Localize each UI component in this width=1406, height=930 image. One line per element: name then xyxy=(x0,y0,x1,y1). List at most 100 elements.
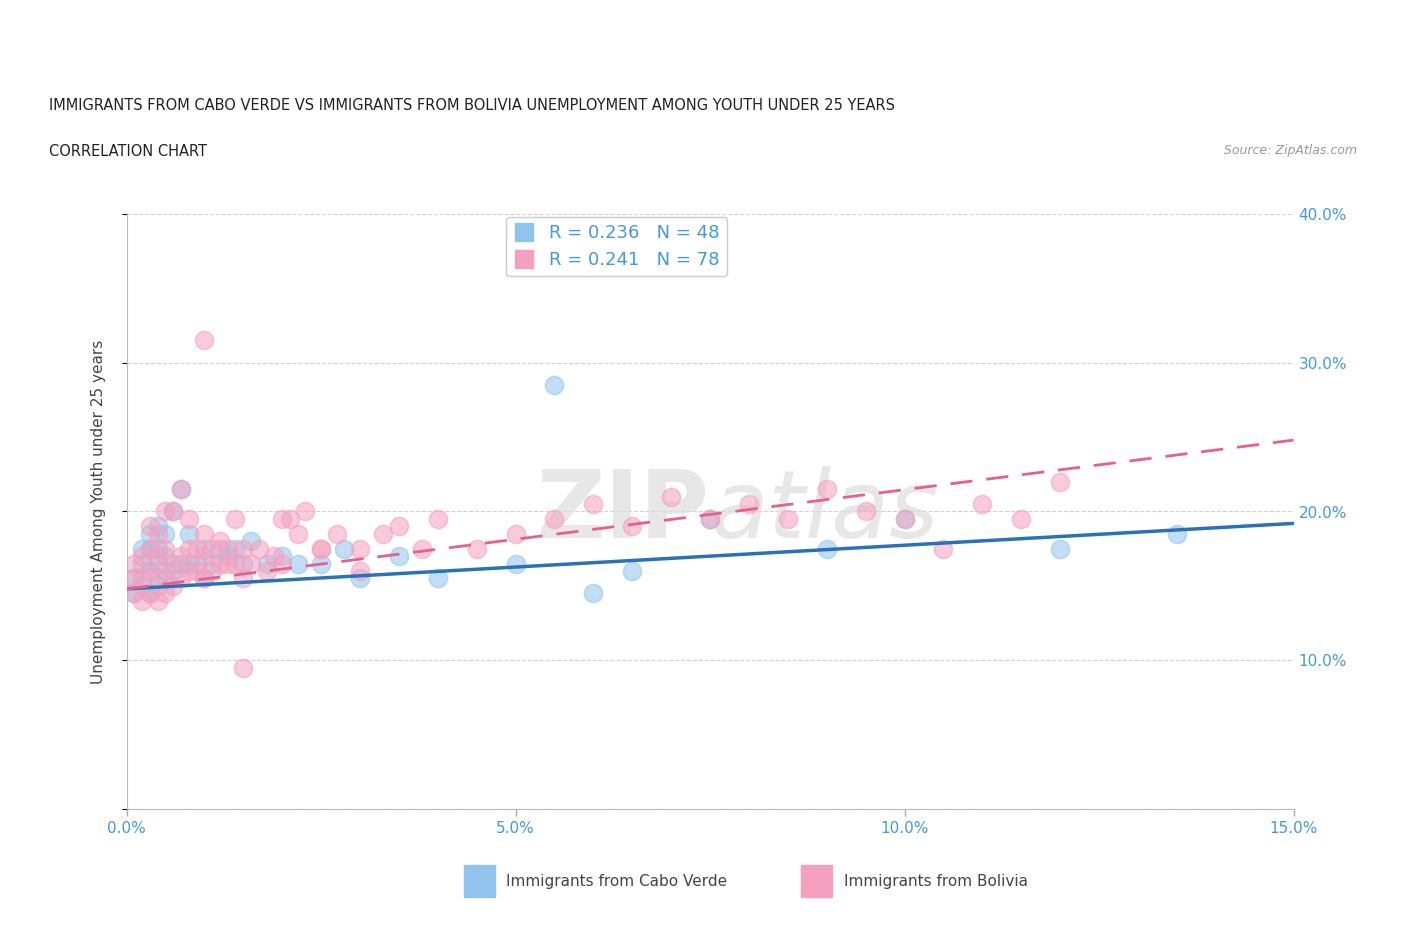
Point xyxy=(893,512,915,526)
Text: Source: ZipAtlas.com: Source: ZipAtlas.com xyxy=(1223,144,1357,157)
Point xyxy=(271,556,294,571)
Point xyxy=(146,541,169,556)
Point xyxy=(124,571,146,586)
Point xyxy=(349,571,371,586)
Point xyxy=(146,578,169,593)
Point xyxy=(170,571,193,586)
Point xyxy=(139,526,162,541)
Point xyxy=(201,564,224,578)
Point xyxy=(232,541,254,556)
Point xyxy=(855,504,877,519)
Point xyxy=(621,519,644,534)
Point xyxy=(177,556,200,571)
Point xyxy=(193,526,215,541)
Point xyxy=(373,526,395,541)
Point xyxy=(155,504,177,519)
Point xyxy=(699,512,721,526)
Point xyxy=(170,556,193,571)
Point xyxy=(426,512,449,526)
Point xyxy=(193,333,215,348)
Point xyxy=(217,556,239,571)
Point xyxy=(256,564,278,578)
Point xyxy=(146,556,169,571)
Point xyxy=(217,549,239,564)
Point xyxy=(124,571,146,586)
Point xyxy=(287,556,309,571)
Bar xyxy=(801,865,832,897)
Text: ZIP: ZIP xyxy=(537,466,710,557)
Point xyxy=(162,556,184,571)
Point xyxy=(278,512,301,526)
Point xyxy=(411,541,433,556)
Point xyxy=(170,549,193,564)
Point xyxy=(146,593,169,608)
Point xyxy=(146,519,169,534)
Point xyxy=(139,564,162,578)
Point xyxy=(247,541,270,556)
Point xyxy=(177,541,200,556)
Point xyxy=(333,541,356,556)
Point xyxy=(232,556,254,571)
Point xyxy=(309,556,332,571)
Point xyxy=(139,519,162,534)
Point xyxy=(1166,526,1188,541)
Point xyxy=(893,512,915,526)
Point xyxy=(505,556,527,571)
Point xyxy=(325,526,347,541)
Point xyxy=(131,541,153,556)
Point xyxy=(426,571,449,586)
Point xyxy=(177,512,200,526)
Point xyxy=(146,549,169,564)
Point xyxy=(240,534,263,549)
Text: CORRELATION CHART: CORRELATION CHART xyxy=(49,144,207,159)
Point xyxy=(139,586,162,601)
Point xyxy=(738,497,761,512)
Point xyxy=(621,564,644,578)
Text: Immigrants from Bolivia: Immigrants from Bolivia xyxy=(844,874,1028,889)
Point xyxy=(349,564,371,578)
Point xyxy=(294,504,316,519)
Point xyxy=(131,549,153,564)
Point xyxy=(193,571,215,586)
Point xyxy=(170,482,193,497)
Point xyxy=(287,526,309,541)
Point xyxy=(1049,541,1071,556)
Point xyxy=(582,497,605,512)
Y-axis label: Unemployment Among Youth under 25 years: Unemployment Among Youth under 25 years xyxy=(91,339,105,684)
Point xyxy=(263,549,285,564)
Point xyxy=(256,556,278,571)
Point xyxy=(193,549,215,564)
Point xyxy=(699,512,721,526)
Point xyxy=(776,512,799,526)
Point xyxy=(131,571,153,586)
Point xyxy=(208,541,231,556)
Point xyxy=(465,541,488,556)
Point xyxy=(232,571,254,586)
Point xyxy=(1010,512,1032,526)
Point xyxy=(815,541,838,556)
Point xyxy=(139,564,162,578)
Point xyxy=(186,556,208,571)
Point xyxy=(388,549,411,564)
Point xyxy=(155,564,177,578)
Point xyxy=(815,482,838,497)
Point xyxy=(309,541,332,556)
Point xyxy=(349,541,371,556)
Point xyxy=(162,578,184,593)
Point xyxy=(124,586,146,601)
Point xyxy=(309,541,332,556)
Point xyxy=(224,556,246,571)
Point xyxy=(201,541,224,556)
Point xyxy=(232,660,254,675)
Point xyxy=(186,541,208,556)
Point xyxy=(972,497,994,512)
Point xyxy=(224,512,246,526)
Point xyxy=(201,556,224,571)
Point xyxy=(162,504,184,519)
Point xyxy=(124,556,146,571)
Point xyxy=(505,526,527,541)
Point xyxy=(543,378,565,392)
Point xyxy=(131,556,153,571)
Point xyxy=(217,541,239,556)
Point xyxy=(224,541,246,556)
